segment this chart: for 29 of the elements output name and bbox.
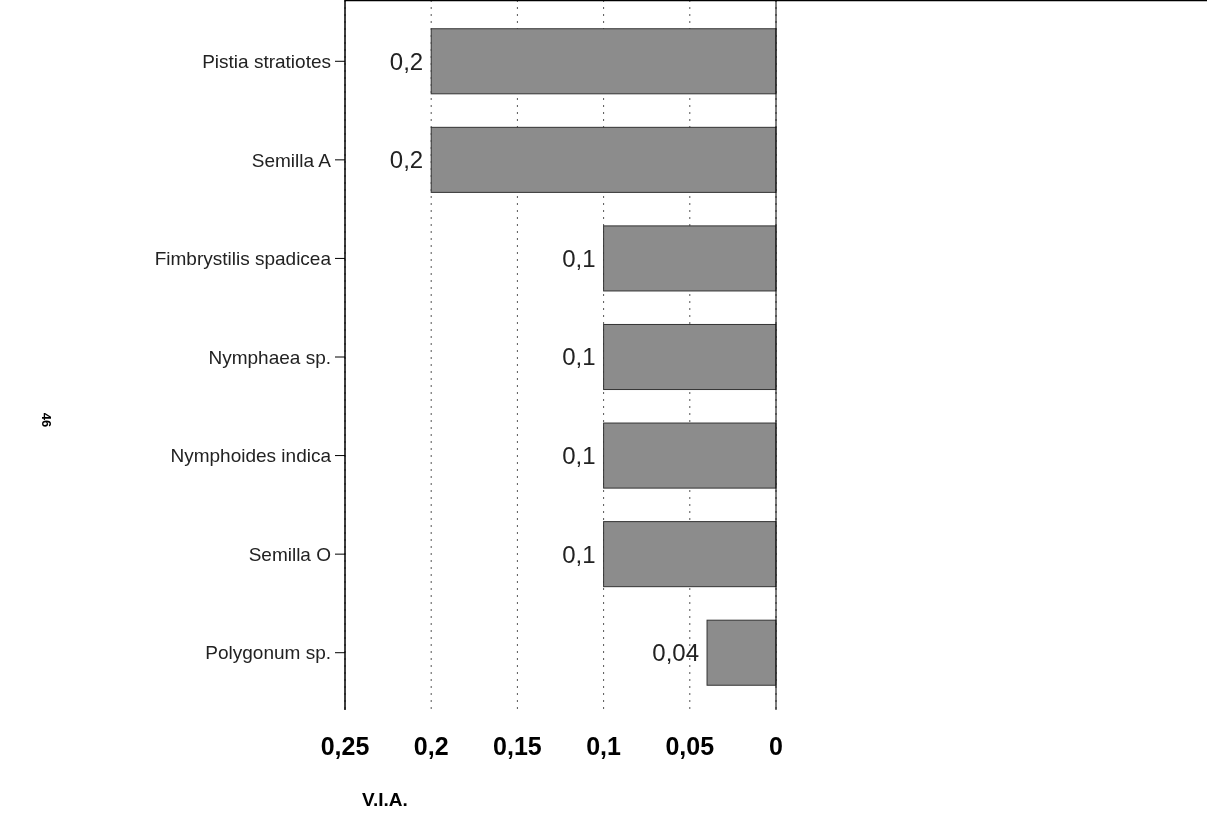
bar <box>603 225 777 292</box>
data-label: 0,1 <box>562 244 596 272</box>
bar <box>706 619 777 686</box>
y-tick-label: Semilla A <box>251 149 332 171</box>
y-tick-label: Fimbrystilis spadicea <box>154 248 332 270</box>
data-label: 0,1 <box>562 343 596 371</box>
x-tick-label: 0,15 <box>493 732 542 760</box>
x-tick-label: 0,1 <box>586 732 622 760</box>
bar <box>430 126 777 193</box>
bar <box>603 521 777 588</box>
bar <box>430 28 777 95</box>
y-tick-label: Nymphoides indica <box>170 445 332 467</box>
y-tick-label: Semilla O <box>248 543 331 565</box>
data-label: 0,1 <box>562 441 596 469</box>
y-tick-label: Nymphaea sp. <box>208 346 331 368</box>
data-label: 0,2 <box>389 146 424 174</box>
data-label: 0,2 <box>389 47 424 75</box>
x-tick-label: 0 <box>769 732 783 760</box>
y-tick-label: Pistia stratiotes <box>202 50 331 72</box>
bar <box>603 323 777 391</box>
data-label: 0,04 <box>652 639 700 667</box>
x-tick-label: 0,2 <box>413 732 449 760</box>
bar <box>603 422 777 489</box>
y-tick-label: Polygonum sp. <box>205 642 331 664</box>
x-axis-title: V.I.A. <box>362 789 408 810</box>
x-tick-label: 0,05 <box>665 732 715 760</box>
data-label: 0,1 <box>562 540 596 568</box>
x-tick-label: 0,25 <box>320 732 370 760</box>
text: 46 <box>39 412 54 428</box>
